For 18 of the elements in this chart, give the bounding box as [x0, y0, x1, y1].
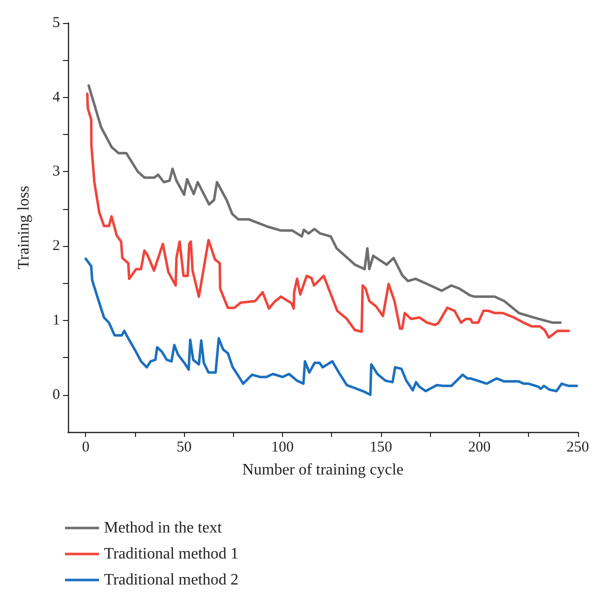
y-tick-label: 2 [52, 238, 60, 254]
y-tick-label: 5 [52, 15, 60, 31]
x-tick-label: 200 [468, 440, 491, 456]
legend-label: Method in the text [104, 520, 222, 536]
y-tick-label: 0 [52, 386, 60, 403]
x-tick-label: 50 [176, 440, 192, 456]
y-axis-title: Training loss [16, 186, 32, 270]
y-tick-label: 1 [52, 312, 60, 328]
line-series [84, 257, 578, 396]
y-tick-label: 3 [52, 164, 60, 180]
x-axis-title: Number of training cycle [242, 462, 404, 478]
legend-label: Traditional method 1 [104, 546, 239, 562]
x-tick-label: 150 [370, 440, 392, 456]
legend-label: Traditional method 2 [104, 572, 239, 588]
x-tick-label: 0 [82, 440, 90, 456]
y-tick-label: 4 [52, 89, 60, 106]
x-tick-label: 100 [271, 440, 294, 456]
x-tick-label: 250 [566, 440, 589, 456]
